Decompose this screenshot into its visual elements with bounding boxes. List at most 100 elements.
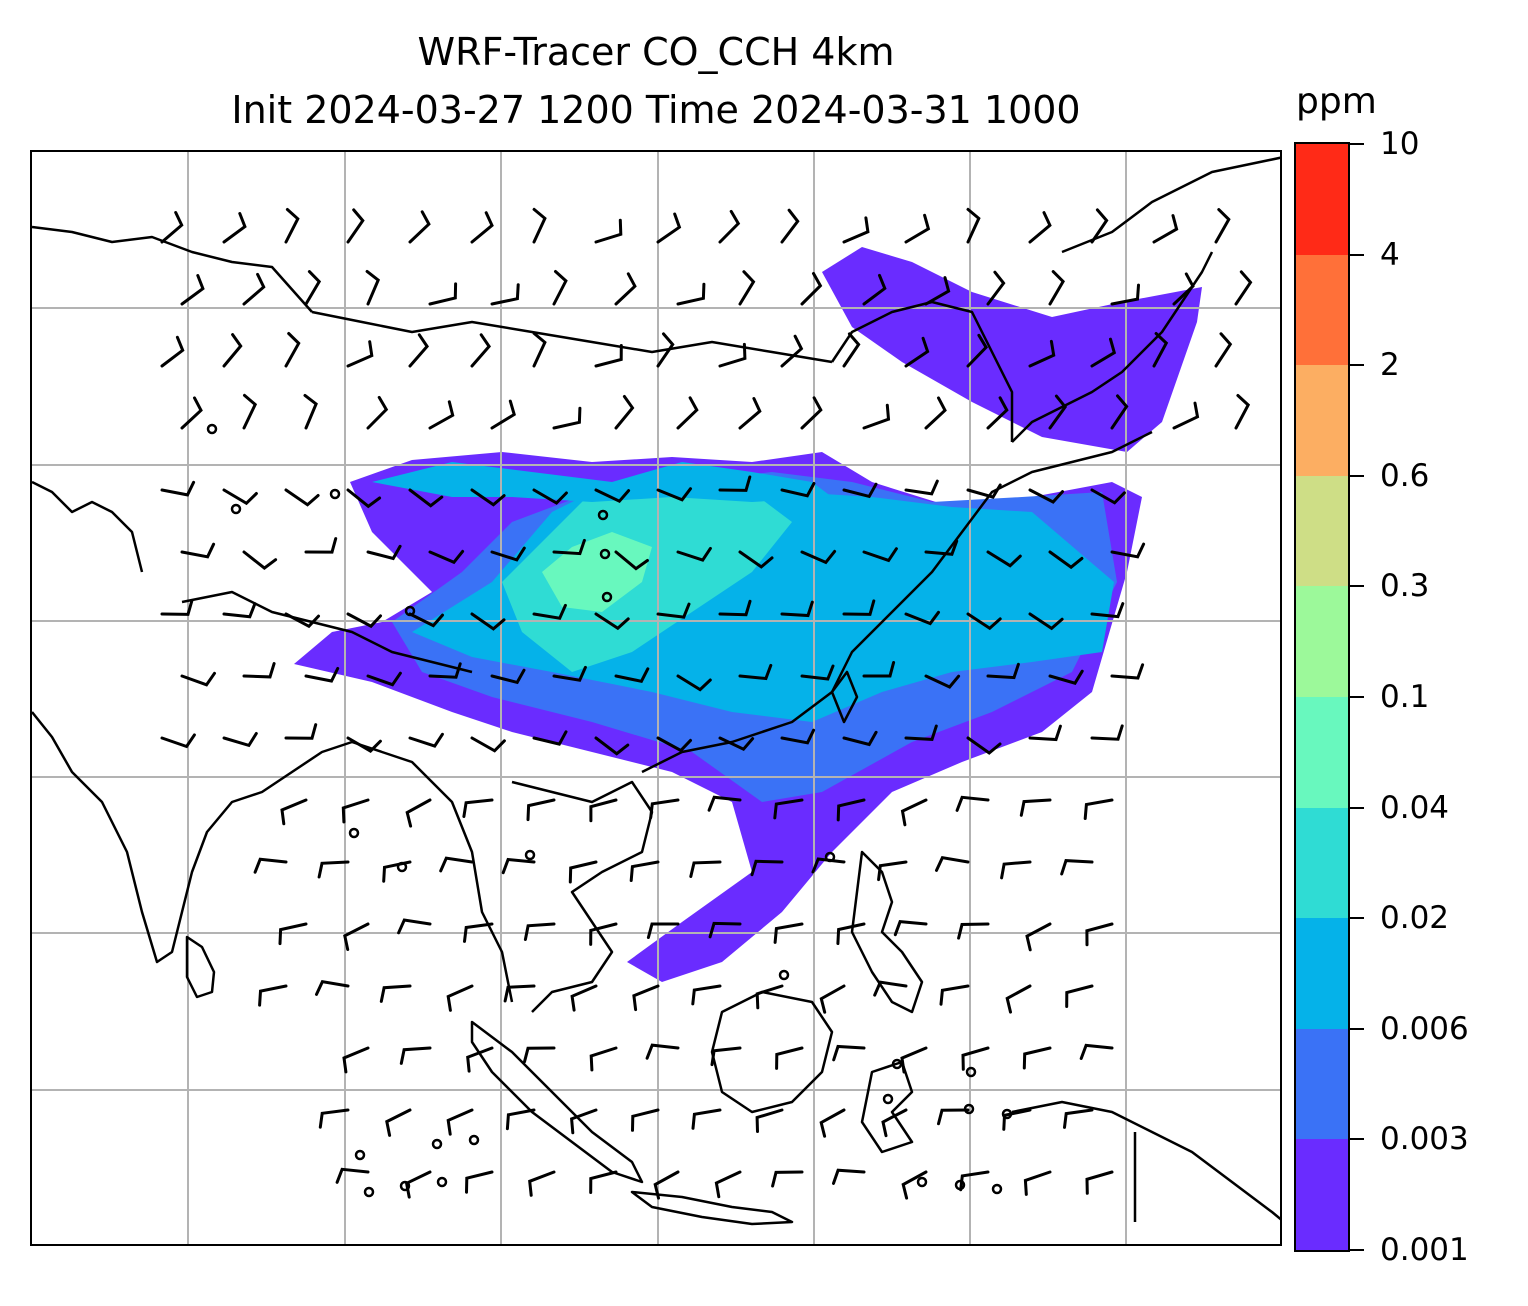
wind-barb — [738, 397, 762, 430]
colorbar-tick — [1350, 696, 1364, 698]
wind-barb — [691, 1108, 722, 1130]
colorbar-segment — [1296, 585, 1348, 697]
wind-barb — [222, 212, 247, 244]
wind-barb — [1023, 1170, 1052, 1196]
wind-barb — [924, 674, 961, 689]
wind-barb — [594, 218, 623, 244]
wind-barb — [1048, 669, 1084, 685]
wind-barb — [490, 283, 520, 306]
wind-barb — [1028, 724, 1062, 742]
china-coast — [641, 430, 1153, 774]
wind-barb — [924, 276, 951, 306]
colorbar-tick — [1350, 364, 1364, 367]
wind-barb — [718, 599, 752, 617]
wind-barb — [649, 798, 680, 820]
wind-barb — [780, 600, 814, 618]
colorbar-tick-label: 2 — [1380, 347, 1400, 384]
colorbar-tick — [1350, 917, 1364, 920]
wind-barb — [986, 270, 1006, 306]
wind-barb — [1172, 401, 1200, 430]
wind-barb — [959, 1170, 990, 1192]
wind-barb — [986, 550, 1022, 568]
wind-barb — [523, 922, 556, 941]
wind-barb — [901, 1170, 928, 1200]
wind-barb — [714, 1170, 742, 1199]
wind-barb — [718, 736, 755, 752]
wind-barb — [284, 208, 300, 244]
wind-barb — [365, 269, 381, 306]
wind-barb — [708, 921, 742, 939]
wind-barb — [341, 798, 370, 824]
wind-barb — [773, 922, 804, 944]
wind-barb — [552, 538, 586, 556]
wind-barb — [718, 475, 752, 492]
wind-barb — [775, 1046, 804, 1070]
wind-barb — [1025, 922, 1052, 952]
colorbar-tick-label: 10 — [1380, 126, 1420, 162]
wind-barb — [961, 1046, 990, 1071]
wind-barb — [304, 270, 322, 306]
wind-barb — [222, 602, 257, 619]
wind-barb — [1019, 798, 1052, 817]
wind-barb — [428, 400, 455, 430]
colorbar-tick — [1350, 474, 1364, 477]
wind-barb — [1063, 1108, 1094, 1129]
wind-barb — [343, 922, 370, 951]
wind-barb — [800, 549, 837, 565]
wind-barb — [1085, 922, 1114, 947]
wind-barb — [589, 1170, 618, 1194]
wind-barb — [1079, 1043, 1114, 1060]
wind-barb — [304, 667, 340, 683]
sumatra — [470, 1020, 644, 1184]
wind-barb — [466, 1046, 494, 1073]
wind-barb — [532, 488, 568, 505]
wind-barb — [645, 1043, 680, 1060]
map-title: WRF-Tracer CO_CCH 4km — [417, 30, 895, 74]
wind-barb — [1090, 337, 1117, 368]
wind-barb — [346, 340, 374, 368]
plume-north-cyan — [372, 462, 832, 502]
wind-barb — [1090, 488, 1126, 505]
wind-barb — [718, 209, 741, 244]
wind-barb — [1085, 1170, 1114, 1195]
wind-barb — [284, 723, 318, 740]
colorbar-segment — [1296, 1138, 1348, 1250]
indochina-coast — [511, 780, 654, 1013]
wind-barb — [160, 211, 184, 244]
wind-barb — [552, 665, 587, 682]
wind-barb — [346, 488, 382, 509]
wind-barb — [439, 856, 474, 873]
wind-barb — [568, 860, 598, 884]
wind-barb — [819, 984, 846, 1014]
wind-barb — [594, 488, 631, 504]
colorbar-segment — [1296, 917, 1348, 1029]
wind-barb — [589, 798, 618, 823]
wind-barb — [718, 342, 747, 368]
wind-barb — [242, 272, 266, 306]
wind-barb — [589, 1046, 618, 1072]
wind-barb — [532, 331, 547, 368]
wind-barb — [842, 216, 870, 244]
wind-barb — [873, 980, 908, 997]
wind-barb — [771, 1170, 804, 1188]
wind-barb — [242, 662, 276, 679]
wind-barb — [346, 736, 382, 753]
colorbar-tick — [1350, 806, 1364, 809]
wind-barb — [955, 795, 990, 812]
wind-barb — [862, 273, 887, 306]
wind-barb — [1022, 1046, 1052, 1070]
map-panel — [30, 150, 1282, 1246]
wind-barb — [957, 922, 990, 940]
borneo — [710, 990, 834, 1114]
wind-barb — [632, 984, 660, 1012]
wind-barb — [405, 798, 432, 828]
wind-barb — [399, 1046, 432, 1065]
wind-barb — [258, 984, 288, 1007]
wind-barb — [342, 1046, 370, 1074]
wind-barb — [446, 984, 474, 1012]
wind-barb — [408, 732, 444, 748]
wind-barb — [1110, 663, 1145, 680]
wind-barb — [614, 550, 649, 571]
wind-barb — [904, 724, 938, 741]
wind-barb — [463, 922, 494, 943]
